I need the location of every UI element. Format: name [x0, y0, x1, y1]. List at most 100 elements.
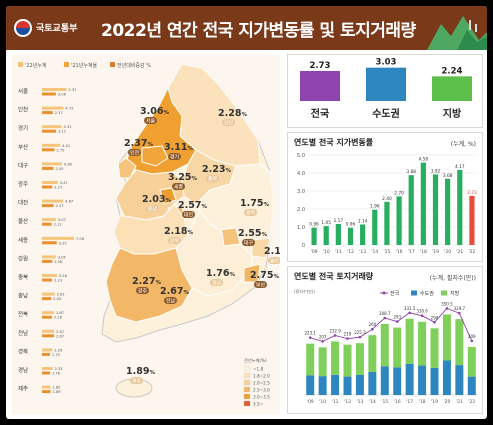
rate-bar: [384, 201, 390, 245]
row-bar-prev: [42, 236, 75, 240]
volume-total-point: [321, 340, 324, 343]
volume-total-point: [433, 321, 436, 324]
rate-value: 2.73: [467, 190, 477, 196]
volume-bar-regional: [355, 343, 364, 375]
row-bar-prev: [42, 143, 61, 147]
rate-xtick: '20: [444, 249, 451, 255]
row-bar-current: [42, 241, 57, 245]
volume-bar-regional: [380, 323, 389, 367]
row-value-current: 2.23: [54, 279, 62, 283]
summary-box: 2.73 전국 3.03 수도권 2.24 지방: [287, 54, 483, 128]
volume-bar-regional: [467, 346, 476, 377]
volume-xtick: '14: [369, 399, 376, 405]
rate-value: 3.68: [443, 173, 453, 179]
volume-bar-capital: [467, 376, 476, 395]
rate-xtick: '12: [347, 249, 354, 255]
region-name: 세종: [174, 184, 184, 191]
region-name: 광주: [138, 288, 148, 295]
volume-bar-capital: [368, 372, 377, 395]
rate-bar: [445, 178, 451, 245]
row-bar-current: [42, 297, 52, 301]
region-value: 2.27%: [132, 276, 161, 287]
row-bar-prev: [42, 274, 57, 277]
volume-bar-regional: [430, 328, 439, 368]
legend-swatch: [18, 62, 23, 67]
row-bar-prev: [42, 106, 64, 110]
region-name: 경남: [212, 280, 222, 287]
volume-bar-capital: [442, 360, 451, 395]
row-bar-prev: [42, 218, 56, 222]
rate-xtick: '14: [371, 249, 378, 255]
region-name: 인천: [130, 150, 140, 157]
row-value-current: 1.76: [52, 372, 61, 376]
volume-xtick: '19: [431, 399, 438, 405]
row-bar-current: [42, 278, 53, 282]
row-bar-current: [42, 352, 50, 356]
region-tag: [168, 153, 181, 160]
rate-bar: [420, 162, 426, 245]
row-bar-prev: [42, 329, 55, 333]
summary-category: 지방: [443, 107, 462, 120]
region-tag: [146, 205, 159, 212]
percent-sign: %: [229, 272, 235, 278]
rate-chart-unit: (누계, %): [450, 141, 476, 148]
volume-combo-chart: (필지수(만)) 전국 수도권 지방 '09 '10 '11 '12 '13 '14 '15 '16 '…: [294, 288, 478, 405]
region-value-number: 3.25: [168, 172, 191, 183]
rate-value: 1.14: [358, 218, 368, 224]
row-value-prev: 3.47: [60, 181, 68, 185]
row-value-current: 2.57: [56, 204, 64, 208]
region-value-number: 3.11: [164, 142, 187, 153]
row-value-prev: 4.38: [64, 162, 73, 166]
volume-box: 연도별 전국 토지거래량 (누계, 필지수(만)) (필지수(만)) 전국 수도권 지…: [287, 266, 483, 414]
row-value-prev: 4.01: [62, 144, 70, 148]
volume-xtick: '11: [332, 399, 339, 405]
volume-chart-title: 연도별 전국 토지거래량: [294, 272, 374, 281]
rate-xtick: '21: [456, 249, 463, 255]
percent-sign: %: [263, 202, 269, 208]
row-label: 경남: [18, 366, 28, 374]
row-bar-prev: [42, 255, 56, 259]
region-name: 강원: [224, 120, 234, 127]
region-name: 울산: [270, 258, 280, 265]
region-value-number: 2.75: [250, 270, 273, 281]
percent-sign: %: [273, 274, 279, 280]
map-legend-label: 1.8~2.0: [253, 374, 270, 379]
region-tag: [210, 279, 223, 286]
region-value-number: 2.03: [142, 194, 165, 205]
volume-bar-regional: [418, 321, 427, 366]
volume-total-line: [310, 307, 473, 342]
row-bar-current: [42, 371, 50, 375]
row-bar-prev: [42, 385, 51, 389]
row-value-prev: 2.33: [55, 367, 63, 371]
map-legend-title: 전년누계(%): [244, 357, 267, 364]
rate-value: 2.40: [382, 196, 392, 202]
volume-xtick: '18: [419, 399, 426, 405]
region-name: 서울: [146, 118, 156, 125]
region-name: 부산: [256, 282, 266, 289]
row-bar-prev: [42, 199, 64, 203]
rate-box: 연도별 전국 지가변동률 (누계, %) 0 1.0 2.0 3.0 4.0 5.0 0.9…: [287, 132, 483, 262]
volume-total-label: 350.5: [441, 301, 453, 306]
volume-bar-capital: [380, 366, 389, 395]
region-value: 2.12%: [264, 246, 280, 257]
rate-value: 1.96: [370, 204, 380, 210]
row-value-current: 2.75: [56, 148, 64, 152]
region-tag: [136, 287, 149, 294]
volume-total-point: [470, 339, 474, 343]
region-name: 대전: [184, 212, 194, 219]
summary-bar-chart: 2.73 전국 3.03 수도권 2.24 지방: [300, 58, 472, 120]
region-tag: [168, 237, 181, 244]
volume-bar-regional: [393, 327, 402, 368]
infographic-frame: 국토교통부 2022년 연간 전국 지가변동률 및 토지거래량 '22년누계 '2…: [6, 6, 487, 419]
volume-bar-capital: [331, 374, 340, 395]
map-legend-label: 3.0~3.5: [253, 395, 270, 400]
row-value-current: 2.03: [53, 297, 61, 301]
mountain-deco-icon: [427, 16, 487, 50]
region-value-number: 2.57: [178, 200, 201, 211]
region-value: 2.57%: [178, 200, 207, 211]
volume-bar-capital: [418, 365, 427, 395]
row-label: 충남: [18, 292, 28, 300]
row-label: 제주: [18, 385, 28, 393]
region-value-number: 3.06: [140, 106, 164, 117]
percent-sign: %: [187, 230, 193, 236]
